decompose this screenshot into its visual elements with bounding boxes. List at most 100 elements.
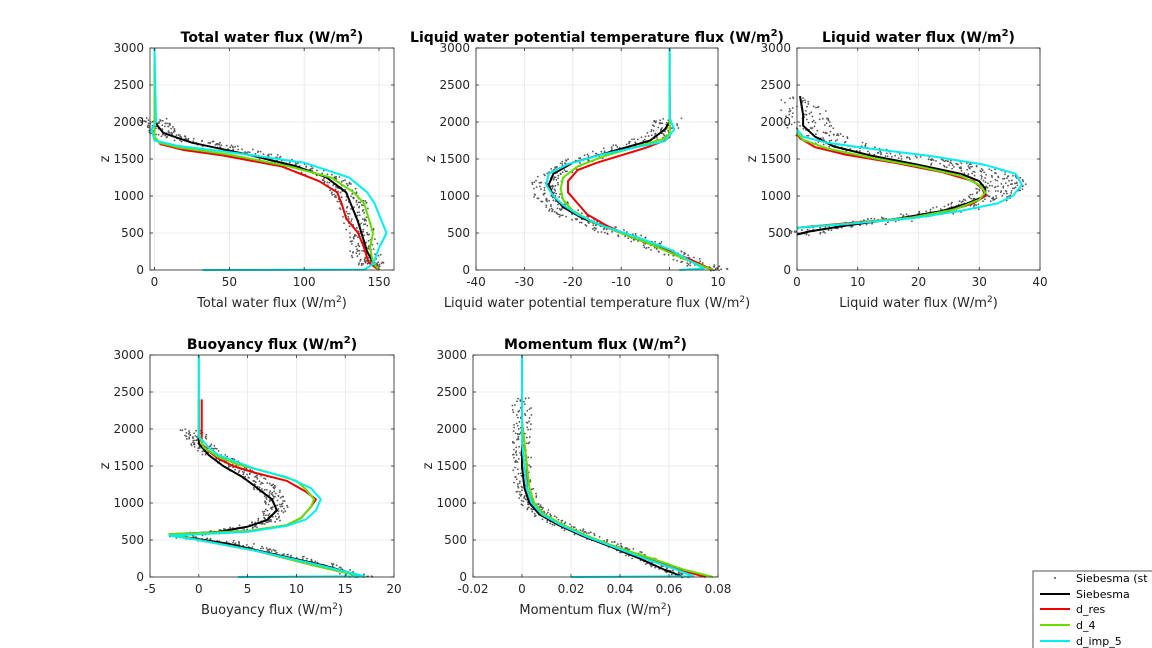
std-dot bbox=[517, 485, 519, 488]
std-dot bbox=[884, 155, 887, 157]
std-dot bbox=[185, 435, 188, 438]
legend-entry-d-res: d_res bbox=[1040, 603, 1106, 616]
std-dot bbox=[623, 229, 625, 231]
std-dot bbox=[586, 153, 589, 156]
x-tick-label: 20 bbox=[911, 275, 926, 289]
std-dot bbox=[229, 146, 232, 149]
std-dot bbox=[270, 506, 273, 509]
std-dot bbox=[231, 145, 234, 148]
std-dot bbox=[265, 498, 268, 500]
y-tick-label: 3000 bbox=[439, 41, 470, 55]
std-dot bbox=[251, 546, 254, 548]
std-dot bbox=[952, 165, 955, 168]
std-dot bbox=[276, 153, 279, 156]
std-dot bbox=[533, 187, 535, 190]
std-dot bbox=[628, 548, 631, 551]
std-dot bbox=[932, 159, 935, 162]
std-dot bbox=[986, 186, 989, 189]
std-dot bbox=[828, 145, 831, 148]
x-tick-label: 0.06 bbox=[656, 582, 683, 596]
std-dot bbox=[819, 226, 821, 229]
std-dot bbox=[364, 200, 367, 202]
std-dot bbox=[519, 493, 521, 496]
std-dot bbox=[216, 143, 219, 145]
x-tick-label: 50 bbox=[222, 275, 237, 289]
title-text-end: ) bbox=[681, 337, 687, 353]
std-dot bbox=[1009, 194, 1012, 197]
std-dot bbox=[713, 264, 716, 266]
y-tick-label: 1500 bbox=[113, 459, 144, 473]
std-dot bbox=[624, 547, 627, 549]
std-dot bbox=[206, 537, 209, 540]
std-dot bbox=[564, 159, 567, 162]
std-dot bbox=[833, 133, 835, 136]
std-dot bbox=[792, 97, 795, 100]
std-dot bbox=[676, 123, 678, 125]
std-dot bbox=[219, 141, 221, 144]
std-dot bbox=[693, 256, 695, 259]
std-dot bbox=[360, 264, 363, 267]
std-dot bbox=[346, 184, 349, 187]
std-dot bbox=[252, 486, 255, 489]
std-dot bbox=[846, 136, 849, 138]
std-dot bbox=[1008, 179, 1010, 182]
std-dot bbox=[555, 192, 557, 195]
std-dot bbox=[563, 169, 566, 171]
std-dot bbox=[247, 476, 250, 479]
subplot-5: -0.02 0 0.02 0.04 0.06 0.08050010001500200025… bbox=[421, 335, 731, 618]
std-dot bbox=[525, 436, 528, 439]
std-dot bbox=[579, 157, 582, 160]
std-dot bbox=[662, 117, 665, 120]
std-dot bbox=[517, 437, 520, 440]
std-dot bbox=[983, 171, 986, 174]
std-dot bbox=[825, 117, 828, 120]
std-dot bbox=[880, 151, 882, 154]
std-dot bbox=[545, 204, 548, 207]
std-dot bbox=[344, 179, 346, 182]
std-dot bbox=[557, 203, 559, 206]
std-dot bbox=[650, 565, 653, 568]
std-dot bbox=[832, 127, 835, 130]
std-dot bbox=[184, 137, 187, 140]
std-dot bbox=[799, 125, 801, 127]
std-dot bbox=[271, 494, 274, 497]
std-dot bbox=[550, 205, 552, 208]
std-dot bbox=[827, 119, 830, 122]
std-dot bbox=[185, 438, 188, 440]
std-dot bbox=[780, 118, 783, 120]
std-dot bbox=[958, 166, 961, 169]
std-dot bbox=[376, 242, 379, 245]
std-dot bbox=[992, 198, 994, 201]
std-dot bbox=[790, 232, 793, 235]
std-dot bbox=[982, 179, 985, 182]
std-dot bbox=[578, 157, 580, 160]
std-dot bbox=[179, 139, 182, 142]
x-tick-label: 0 bbox=[151, 275, 159, 289]
std-dot bbox=[259, 483, 262, 486]
std-dot bbox=[538, 181, 541, 184]
std-dot bbox=[818, 118, 821, 121]
std-dot bbox=[253, 488, 256, 491]
std-dot bbox=[689, 262, 692, 264]
std-dot bbox=[593, 226, 596, 229]
std-dot bbox=[339, 208, 342, 211]
std-dot bbox=[656, 136, 658, 139]
std-dot bbox=[530, 414, 533, 416]
std-dot bbox=[550, 207, 553, 210]
std-dot bbox=[658, 568, 660, 570]
std-dot bbox=[350, 243, 353, 245]
std-dot bbox=[783, 121, 786, 124]
y-axis-label: z bbox=[424, 155, 439, 162]
std-dot bbox=[371, 243, 374, 246]
std-dot bbox=[256, 477, 259, 480]
std-dot bbox=[269, 490, 272, 493]
legend-entry-siebesma-std: Siebesma (st bbox=[1054, 572, 1148, 585]
x-tick-label: 0 bbox=[666, 275, 674, 289]
std-dot bbox=[830, 229, 833, 232]
std-dot bbox=[919, 156, 922, 158]
std-dot bbox=[372, 227, 375, 230]
std-dot bbox=[197, 447, 200, 450]
std-dot bbox=[554, 189, 557, 192]
std-dot bbox=[556, 207, 559, 210]
std-dot bbox=[991, 184, 994, 187]
